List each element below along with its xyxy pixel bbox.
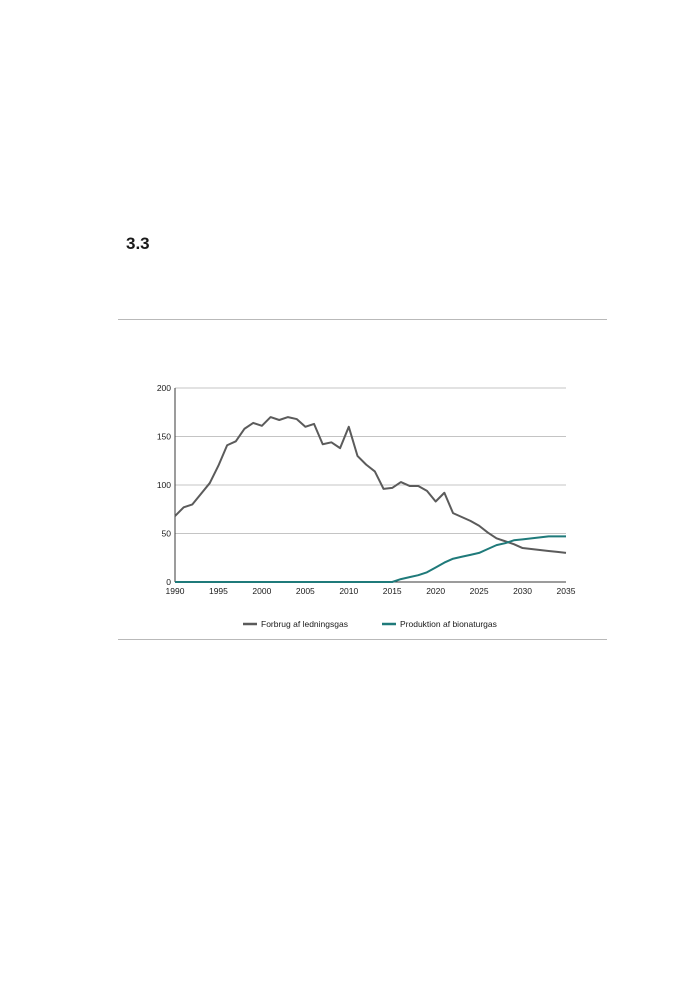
x-tick-label: 2010 — [339, 586, 358, 596]
x-tick-label: 1995 — [209, 586, 228, 596]
x-tick-label: 2015 — [383, 586, 402, 596]
bottom-divider — [118, 639, 607, 640]
x-tick-label: 2005 — [296, 586, 315, 596]
x-tick-label: 2030 — [513, 586, 532, 596]
series-line-production — [175, 535, 566, 583]
x-tick-label: 2020 — [426, 586, 445, 596]
legend-label: Produktion af bionaturgas — [400, 619, 497, 629]
y-tick-label: 200 — [157, 383, 171, 393]
top-divider — [118, 319, 607, 320]
y-tick-label: 50 — [162, 529, 172, 539]
y-tick-label: 150 — [157, 432, 171, 442]
y-tick-label: 100 — [157, 480, 171, 490]
y-tick-label: 0 — [166, 577, 171, 587]
x-tick-label: 2035 — [557, 586, 576, 596]
x-tick-label: 2000 — [252, 586, 271, 596]
line-chart: 0 50 100 150 200 1990 1995 2000 2005 2010 2015 2020… — [157, 383, 576, 629]
x-tick-label: 1990 — [166, 586, 185, 596]
section-number: 3.3 — [126, 234, 150, 253]
x-tick-label: 2025 — [470, 586, 489, 596]
series-line-consumption — [174, 416, 567, 554]
legend-label: Forbrug af ledningsgas — [261, 619, 348, 629]
